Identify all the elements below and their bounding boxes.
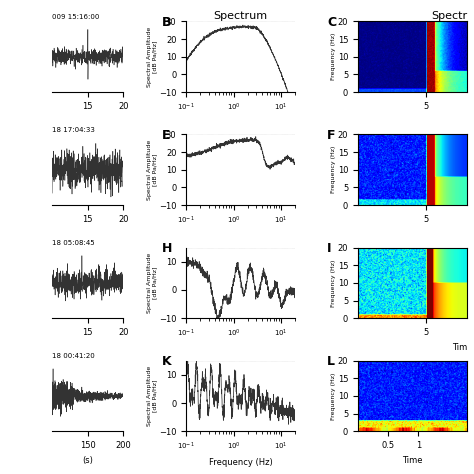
- Text: I: I: [328, 242, 332, 255]
- X-axis label: Frequency (Hz): Frequency (Hz): [209, 458, 273, 467]
- X-axis label: Time: Time: [402, 456, 423, 465]
- Text: 18 05:08:45: 18 05:08:45: [52, 240, 95, 246]
- Title: Spectrum: Spectrum: [214, 10, 268, 20]
- Text: L: L: [328, 355, 335, 368]
- Text: 009 15:16:00: 009 15:16:00: [52, 14, 100, 19]
- Y-axis label: Frequency (Hz): Frequency (Hz): [331, 33, 336, 81]
- Text: E: E: [162, 129, 171, 142]
- Text: F: F: [328, 129, 336, 142]
- Y-axis label: Spectral Amplitude
[dB Pa/Hz]: Spectral Amplitude [dB Pa/Hz]: [147, 27, 157, 87]
- Y-axis label: Spectral Amplitude
[dB Pa/Hz]: Spectral Amplitude [dB Pa/Hz]: [147, 140, 157, 200]
- Y-axis label: Spectral Amplitude
[dB Pa/Hz]: Spectral Amplitude [dB Pa/Hz]: [147, 366, 157, 426]
- Text: 18 17:04:33: 18 17:04:33: [52, 127, 95, 133]
- Y-axis label: Spectral Amplitude
[dB Pa/Hz]: Spectral Amplitude [dB Pa/Hz]: [147, 253, 157, 313]
- Y-axis label: Frequency (Hz): Frequency (Hz): [331, 146, 336, 193]
- X-axis label: Tim: Tim: [452, 343, 467, 352]
- Y-axis label: Frequency (Hz): Frequency (Hz): [331, 259, 336, 307]
- X-axis label: (s): (s): [82, 456, 93, 465]
- Text: Spectr: Spectr: [431, 10, 467, 20]
- Text: H: H: [162, 242, 173, 255]
- Text: B: B: [162, 16, 172, 28]
- Y-axis label: Frequency (Hz): Frequency (Hz): [331, 372, 336, 419]
- Text: 18 00:41:20: 18 00:41:20: [52, 353, 95, 359]
- Text: C: C: [328, 16, 337, 28]
- Text: K: K: [162, 355, 172, 368]
